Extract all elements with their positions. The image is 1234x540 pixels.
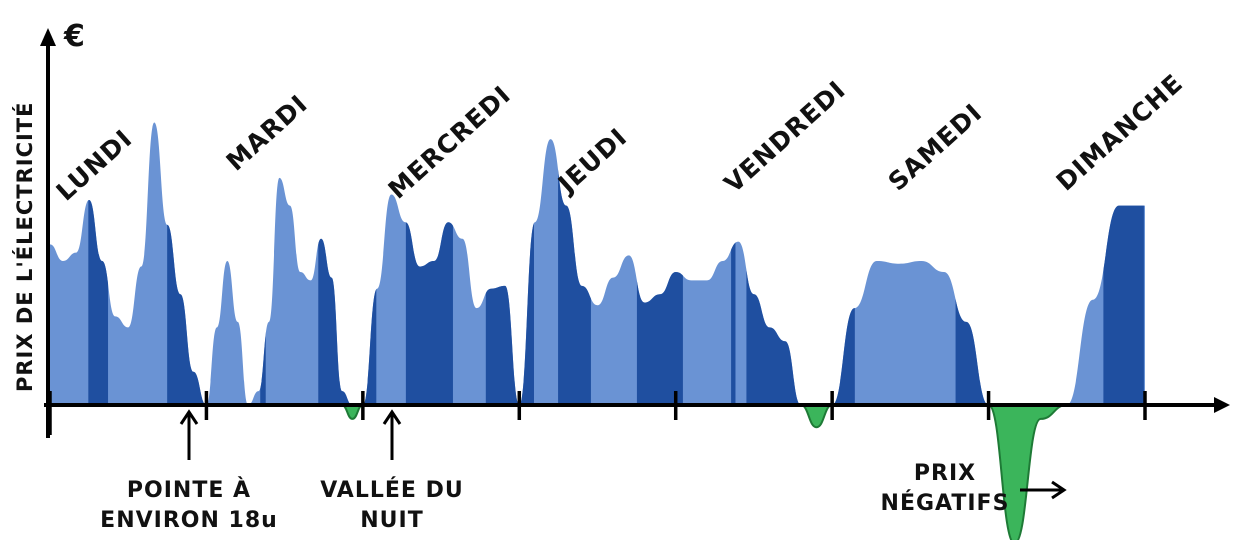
annotation-peak-line2: ENVIRON 18u [100, 508, 278, 533]
annotation-night-line1: VALLÉE DU [320, 477, 463, 503]
day-labels: LUNDI MARDI MERCREDI JEUDI VENDREDI SAME… [51, 68, 1189, 206]
annotation-peak-arrowhead [179, 409, 199, 425]
day-ticks [48, 391, 1147, 435]
peak-band [260, 122, 266, 405]
annotation-negative-line2: NÉGATIFS [881, 490, 1010, 516]
peak-band [558, 122, 591, 405]
day-label-vendredi: VENDREDI [719, 75, 852, 199]
negative-price-area [341, 404, 364, 420]
peak-band [485, 122, 534, 405]
annotation-peak-line1: POINTE À [127, 477, 251, 503]
peak-band [746, 122, 855, 405]
peak-band [318, 122, 377, 405]
peak-band [636, 122, 683, 405]
annotation-night-valley: VALLÉE DU NUIT [320, 409, 463, 533]
day-label-mardi: MARDI [221, 89, 314, 176]
annotation-night-arrowhead [382, 409, 402, 425]
peak-band [167, 122, 207, 405]
annotation-negative-line1: PRIX [914, 461, 976, 486]
day-label-lundi: LUNDI [51, 124, 138, 207]
price-area-series [50, 122, 1145, 540]
annotation-negative-prices: PRIX NÉGATIFS [881, 461, 1067, 516]
day-label-mercredi: MERCREDI [383, 80, 517, 205]
negative-price-area [987, 404, 1067, 540]
axes [40, 28, 1230, 438]
peak-band [955, 122, 994, 405]
day-label-jeudi: JEUDI [551, 122, 633, 200]
peak-band [405, 122, 453, 405]
negative-price-area [800, 404, 833, 429]
day-label-samedi: SAMEDI [883, 98, 988, 197]
peak-band [731, 122, 736, 405]
peak-band [1103, 122, 1144, 405]
y-axis-arrowhead [40, 28, 56, 46]
y-axis-label: PRIX DE L'ÉLECTRICITÉ [12, 102, 37, 392]
day-label-dimanche: DIMANCHE [1051, 68, 1189, 196]
annotation-negative-arrowhead [1051, 480, 1067, 500]
annotation-night-line2: NUIT [360, 508, 423, 533]
peak-band [88, 122, 109, 405]
y-axis-unit: € [63, 19, 85, 54]
x-axis-arrowhead [1214, 397, 1230, 413]
annotation-peak: POINTE À ENVIRON 18u [100, 409, 278, 533]
